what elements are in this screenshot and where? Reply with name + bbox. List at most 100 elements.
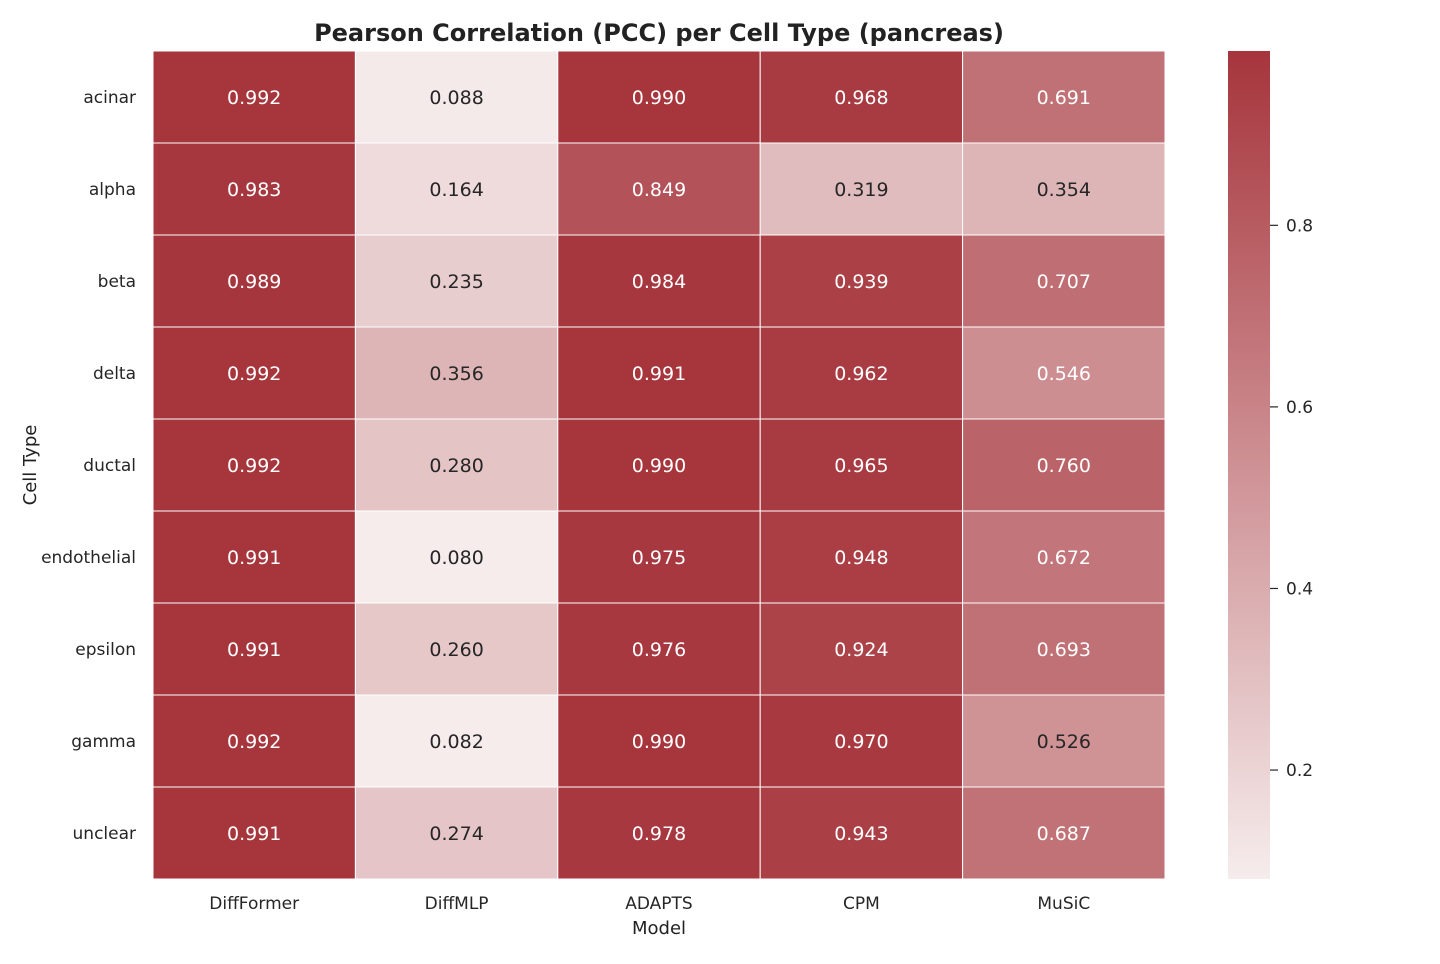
heatmap-cell-unclear-diffmlp xyxy=(354,786,559,880)
cell-value-label: 0.687 xyxy=(1037,823,1091,845)
heatmap-cell-delta-music xyxy=(962,326,1166,420)
x-tick-label: CPM xyxy=(843,894,880,914)
y-tick-label: ductal xyxy=(83,456,136,476)
cell-value-label: 0.990 xyxy=(632,455,686,477)
heatmap-cell-ductal-diffformer xyxy=(152,418,356,512)
cell-value-label: 0.991 xyxy=(227,823,281,845)
cell-value-label: 0.989 xyxy=(227,271,281,293)
heatmap-cell-gamma-cpm xyxy=(759,694,964,788)
heatmap-cell-delta-cpm xyxy=(759,326,964,420)
cell-value-label: 0.274 xyxy=(429,823,483,845)
cell-value-label: 0.992 xyxy=(227,455,281,477)
heatmap-cell-ductal-adapts xyxy=(557,418,761,512)
heatmap-cell-endothelial-adapts xyxy=(557,510,761,604)
heatmap-cell-alpha-adapts xyxy=(557,142,761,236)
cell-value-label: 0.991 xyxy=(632,363,686,385)
cell-value-label: 0.924 xyxy=(834,639,888,661)
cell-value-label: 0.991 xyxy=(227,547,281,569)
heatmap-cell-endothelial-diffmlp xyxy=(354,510,559,604)
colorbar-tick-label: 0.2 xyxy=(1286,761,1313,781)
cell-value-label: 0.546 xyxy=(1037,363,1091,385)
heatmap-cell-beta-diffmlp xyxy=(354,234,559,328)
heatmap-cell-epsilon-music xyxy=(962,602,1166,696)
heatmap-cell-delta-adapts xyxy=(557,326,761,420)
cell-value-label: 0.260 xyxy=(429,639,483,661)
cell-value-label: 0.992 xyxy=(227,363,281,385)
cell-value-label: 0.948 xyxy=(834,547,888,569)
cell-value-label: 0.939 xyxy=(834,271,888,293)
cell-value-label: 0.235 xyxy=(429,271,483,293)
heatmap-cell-gamma-diffformer xyxy=(152,694,356,788)
cell-value-label: 0.962 xyxy=(834,363,888,385)
heatmap-cell-unclear-diffformer xyxy=(152,786,356,880)
y-tick-label: endothelial xyxy=(41,548,136,568)
colorbar-tick-label: 0.8 xyxy=(1286,216,1313,236)
y-tick-label: alpha xyxy=(89,180,136,200)
cell-value-label: 0.975 xyxy=(632,547,686,569)
x-axis-tick-labels: DiffFormer DiffMLP ADAPTS CPM MuSiC xyxy=(209,894,1090,914)
cell-value-label: 0.693 xyxy=(1037,639,1091,661)
heatmap-cell-delta-diffformer xyxy=(152,326,356,420)
heatmap-cell-gamma-music xyxy=(962,694,1166,788)
heatmap-cell-beta-music xyxy=(962,234,1166,328)
chart-title: Pearson Correlation (PCC) per Cell Type … xyxy=(314,19,1004,47)
cell-value-label: 0.968 xyxy=(834,87,888,109)
cell-value-label: 0.354 xyxy=(1037,179,1091,201)
x-tick-label: DiffFormer xyxy=(209,894,299,914)
x-tick-label: ADAPTS xyxy=(625,894,692,914)
heatmap-cell-acinar-diffmlp xyxy=(354,50,559,144)
heatmap-cell-alpha-diffformer xyxy=(152,142,356,236)
heatmap-cell-beta-cpm xyxy=(759,234,964,328)
cell-value-label: 0.991 xyxy=(227,639,281,661)
cell-value-label: 0.970 xyxy=(834,731,888,753)
heatmap-cell-gamma-adapts xyxy=(557,694,761,788)
y-tick-label: delta xyxy=(93,364,136,384)
cell-value-label: 0.978 xyxy=(632,823,686,845)
heatmap-cell-acinar-diffformer xyxy=(152,50,356,144)
heatmap-cell-unclear-music xyxy=(962,786,1166,880)
heatmap-cell-delta-diffmlp xyxy=(354,326,559,420)
y-tick-label: unclear xyxy=(73,824,136,844)
cell-value-label: 0.164 xyxy=(429,179,483,201)
heatmap-value-labels: 0.992 0.088 0.990 0.968 0.691 0.983 0.164 0.849… xyxy=(227,87,1091,845)
heatmap-cell-acinar-music xyxy=(962,50,1166,144)
heatmap-cell-ductal-music xyxy=(962,418,1166,512)
heatmap-cell-gamma-diffmlp xyxy=(354,694,559,788)
cell-value-label: 0.356 xyxy=(429,363,483,385)
y-tick-label: epsilon xyxy=(75,640,136,660)
heatmap-cell-acinar-cpm xyxy=(759,50,964,144)
y-axis-label: Cell Type xyxy=(20,425,41,506)
heatmap-cell-epsilon-diffformer xyxy=(152,602,356,696)
cell-value-label: 0.965 xyxy=(834,455,888,477)
colorbar-tick-label: 0.4 xyxy=(1286,579,1313,599)
x-tick-label: DiffMLP xyxy=(425,894,489,914)
heatmap-cells xyxy=(152,50,1166,880)
cell-value-label: 0.992 xyxy=(227,87,281,109)
colorbar-tick-label: 0.6 xyxy=(1286,398,1313,418)
y-tick-label: beta xyxy=(98,272,136,292)
heatmap-cell-beta-adapts xyxy=(557,234,761,328)
cell-value-label: 0.849 xyxy=(632,179,686,201)
y-tick-label: gamma xyxy=(71,732,136,752)
cell-value-label: 0.990 xyxy=(632,731,686,753)
cell-value-label: 0.992 xyxy=(227,731,281,753)
y-tick-label: acinar xyxy=(83,88,136,108)
heatmap-cell-ductal-diffmlp xyxy=(354,418,559,512)
cell-value-label: 0.691 xyxy=(1037,87,1091,109)
cell-value-label: 0.976 xyxy=(632,639,686,661)
colorbar xyxy=(1228,51,1270,879)
cell-value-label: 0.080 xyxy=(429,547,483,569)
cell-value-label: 0.983 xyxy=(227,179,281,201)
cell-value-label: 0.082 xyxy=(429,731,483,753)
colorbar-ticks: 0.2 0.4 0.6 0.8 xyxy=(1270,216,1313,781)
x-tick-label: MuSiC xyxy=(1037,894,1090,914)
heatmap-cell-endothelial-cpm xyxy=(759,510,964,604)
x-axis-label: Model xyxy=(632,918,686,939)
cell-value-label: 0.088 xyxy=(429,87,483,109)
cell-value-label: 0.319 xyxy=(834,179,888,201)
heatmap-cell-acinar-adapts xyxy=(557,50,761,144)
cell-value-label: 0.984 xyxy=(632,271,686,293)
cell-value-label: 0.707 xyxy=(1037,271,1091,293)
